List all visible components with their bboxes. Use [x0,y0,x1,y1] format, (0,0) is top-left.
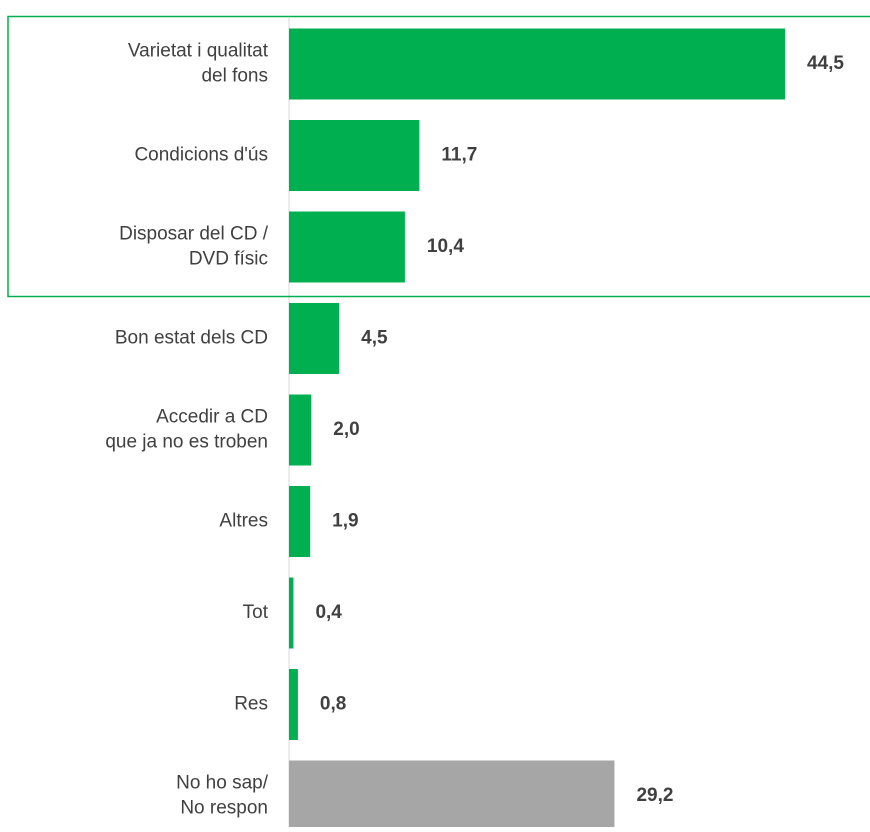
value-label: 44,5 [807,53,844,74]
category-label-line: Accedir a CD [156,407,268,428]
category-label-line: DVD físic [189,249,268,270]
category-label-line: Res [234,694,268,715]
category-label-line: No ho sap/ [176,773,269,794]
category-label-line: Condicions d'ús [134,145,268,166]
category-label: Condicions d'ús [134,145,268,166]
category-label-line: que ja no es troben [105,432,268,453]
bar [289,486,311,557]
category-label: Bon estat dels CD [115,328,268,349]
category-label: Altres [219,511,268,532]
value-label: 0,4 [315,602,342,623]
value-label: 11,7 [441,145,477,166]
category-label: Tot [243,602,269,623]
category-label-line: Altres [219,511,268,532]
bar [289,28,785,100]
bar [289,577,294,649]
category-label: Accedir a CD que ja no es troben [105,407,268,453]
category-label-line: Bon estat dels CD [115,328,268,349]
category-label-line: Varietat i qualitat [128,41,269,62]
category-label: No ho sap/No respon [176,773,269,819]
value-label: 10,4 [427,236,464,257]
value-label: 0,8 [320,694,346,715]
bar [289,120,420,191]
highlight-box [7,15,870,298]
category-label: Res [234,694,268,715]
category-label-line: Disposar del CD / [119,224,269,245]
value-label: 1,9 [332,511,358,532]
value-label: 2,0 [333,419,359,440]
bar [289,211,405,283]
bar [289,669,298,740]
value-label: 4,5 [361,328,388,349]
bar [289,394,312,466]
value-label: 29,2 [636,785,673,806]
bar [289,303,340,374]
category-label-line: del fons [201,66,268,87]
bar [289,760,615,832]
category-label-line: Tot [243,602,269,623]
category-label: Disposar del CD / DVD físic [119,224,269,270]
category-label-line: No respon [180,798,268,819]
category-label: Varietat i qualitat del fons [128,41,269,87]
